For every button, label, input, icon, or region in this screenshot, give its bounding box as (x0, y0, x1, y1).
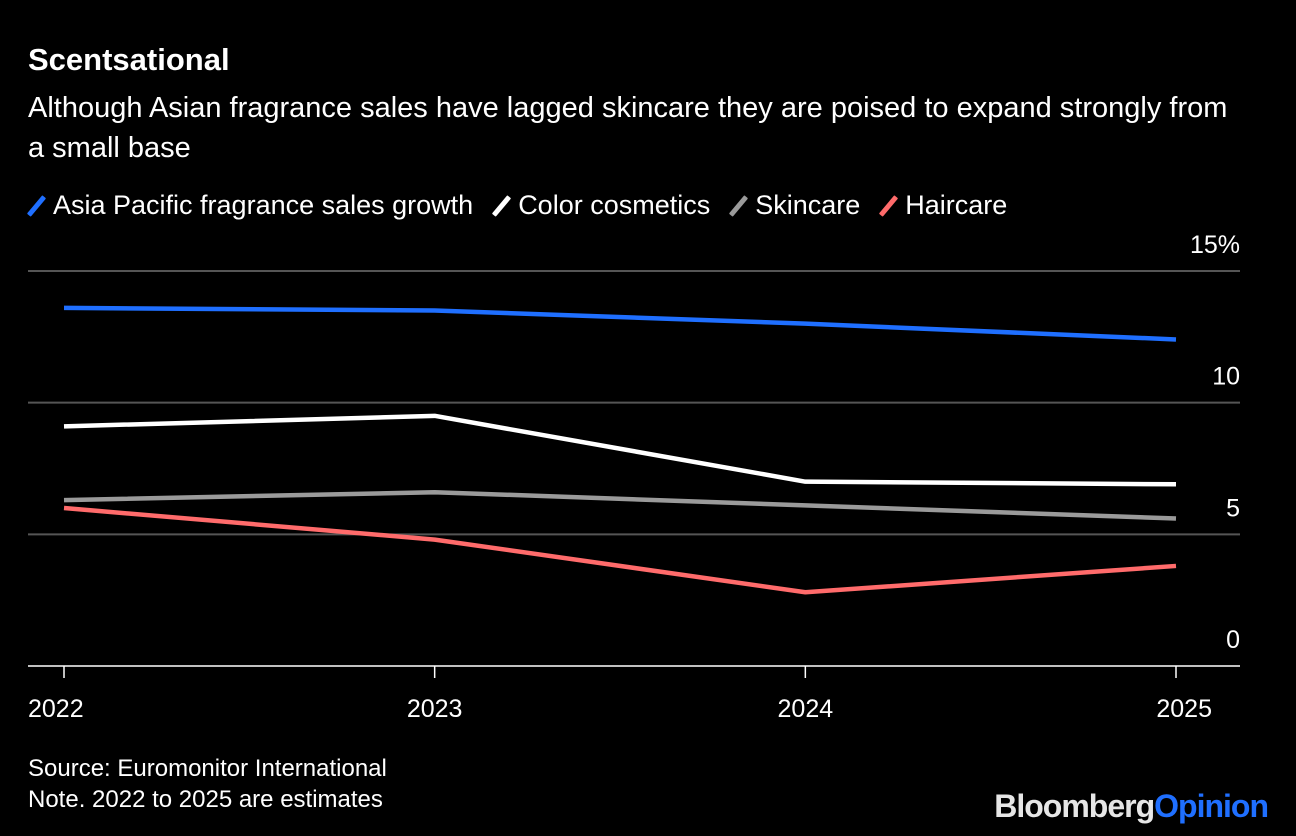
logo-bloomberg: Bloomberg (994, 788, 1155, 824)
estimate-note: Note. 2022 to 2025 are estimates (28, 786, 383, 813)
legend-label: Color cosmetics (518, 190, 711, 220)
x-tick-label: 2024 (778, 695, 834, 723)
series-line (63, 413, 1177, 487)
y-tick-label: 15% (1190, 231, 1240, 259)
legend-item: Asia Pacific fragrance sales growth (26, 190, 474, 221)
x-tick-label: 2023 (407, 695, 463, 723)
series-line (63, 505, 1177, 595)
legend-item: Haircare (879, 190, 1008, 221)
footnotes: Source: Euromonitor International Note. … (28, 753, 387, 815)
y-tick-label: 10 (1212, 363, 1240, 391)
legend-label: Skincare (755, 190, 861, 220)
chart-title: Scentsational (28, 42, 230, 77)
y-tick-label: 0 (1226, 626, 1240, 654)
series-line (63, 305, 1177, 342)
x-tick-label: 2025 (1156, 695, 1212, 723)
source-note: Source: Euromonitor International (28, 755, 387, 782)
series-line (63, 489, 1177, 521)
bloomberg-opinion-logo: BloombergOpinion (994, 788, 1269, 825)
legend-label: Haircare (905, 190, 1008, 220)
logo-opinion: Opinion (1154, 788, 1269, 824)
x-tick-label: 2022 (28, 695, 84, 723)
y-tick-label: 5 (1226, 494, 1240, 522)
legend: Asia Pacific fragrance sales growth Color… (26, 190, 1008, 221)
chart-subtitle: Although Asian fragrance sales have lagg… (28, 92, 1228, 164)
line-chart: 0 5 10 15% 2022 2023 2024 2025 (28, 231, 1240, 723)
legend-label: Asia Pacific fragrance sales growth (53, 190, 474, 220)
legend-item: Color cosmetics (492, 190, 711, 221)
legend-item: Skincare (729, 190, 861, 221)
